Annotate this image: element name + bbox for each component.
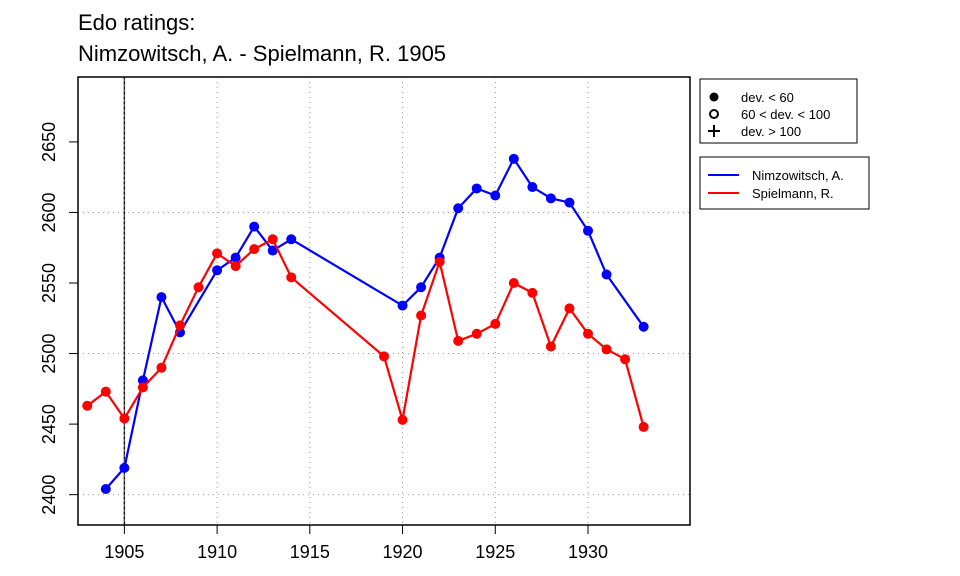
y-tick-label-2450: 2450 — [39, 404, 59, 444]
y-tick-label-2600: 2600 — [39, 192, 59, 232]
data-point-0-1924 — [471, 183, 482, 194]
x-tick-label-1905: 1905 — [104, 542, 144, 562]
x-tick-label-1930: 1930 — [568, 542, 608, 562]
data-point-1-1924 — [471, 328, 482, 339]
marker-legend: dev. < 60 60 < dev. < 100 dev. > 100 — [699, 78, 858, 144]
y-tick-label-2550: 2550 — [39, 263, 59, 303]
plot-frame — [77, 76, 691, 526]
legend-marker-label-1: dev. < 60 — [741, 90, 794, 105]
grid-lines — [78, 77, 690, 525]
data-point-1-1927 — [527, 287, 538, 298]
chart-title-line-2: Nimzowitsch, A. - Spielmann, R. 1905 — [78, 41, 446, 66]
data-point-1-1922 — [434, 256, 445, 267]
data-point-0-1920 — [397, 300, 408, 311]
data-point-0-1913 — [267, 245, 278, 256]
data-point-1-1920 — [397, 414, 408, 425]
x-tick-label-1925: 1925 — [475, 542, 515, 562]
data-point-1-1909 — [193, 282, 204, 293]
x-axis: 1905 1910 1915 1920 1925 1930 — [104, 524, 608, 562]
data-point-1-1930 — [583, 328, 593, 339]
data-point-0-1929 — [564, 197, 575, 208]
data-point-1-1905 — [119, 413, 130, 424]
data-point-0-1923 — [453, 203, 464, 214]
data-point-0-1933 — [638, 321, 649, 332]
legend-series-label-nimzowitsch: Nimzowitsch, A. — [752, 168, 844, 183]
y-tick-label-2650: 2650 — [39, 122, 59, 162]
legend-marker-label-2: 60 < dev. < 100 — [741, 107, 830, 122]
data-point-1-1911 — [230, 261, 241, 272]
y-tick-label-2400: 2400 — [39, 475, 59, 515]
series-legend-box — [699, 156, 870, 210]
data-point-1-1921 — [416, 310, 427, 321]
data-point-0-1927 — [527, 182, 538, 193]
data-point-0-1926 — [508, 153, 519, 164]
data-point-0-1904 — [100, 484, 111, 495]
data-point-0-1907 — [156, 292, 167, 303]
series-1 — [82, 234, 649, 432]
data-point-0-1930 — [583, 225, 593, 236]
data-point-1-1904 — [100, 386, 111, 397]
data-point-0-1906 — [137, 375, 148, 386]
data-point-0-1931 — [601, 269, 612, 280]
data-point-1-1908 — [175, 320, 185, 331]
series-legend: Nimzowitsch, A. Spielmann, R. — [699, 156, 870, 210]
data-point-1-1925 — [490, 318, 501, 329]
y-tick-label-2500: 2500 — [39, 334, 59, 374]
data-point-0-1911 — [230, 252, 241, 263]
data-point-0-1905 — [119, 462, 130, 473]
x-tick-label-1910: 1910 — [197, 542, 237, 562]
data-point-1-1919 — [379, 351, 389, 362]
data-point-1-1923 — [453, 335, 464, 346]
data-point-1-1926 — [508, 278, 519, 289]
data-point-1-1929 — [564, 303, 575, 314]
data-point-0-1921 — [416, 282, 427, 293]
data-point-0-1912 — [249, 221, 260, 232]
data-point-1-1914 — [286, 272, 297, 283]
x-tick-label-1920: 1920 — [383, 542, 423, 562]
data-point-1-1906 — [137, 382, 148, 393]
data-point-0-1928 — [545, 193, 556, 204]
data-point-0-1910 — [212, 265, 223, 276]
series-layer — [82, 153, 649, 495]
legend-series-label-spielmann: Spielmann, R. — [752, 186, 834, 201]
data-point-0-1914 — [286, 234, 297, 245]
data-point-1-1913 — [267, 234, 278, 245]
data-point-1-1907 — [156, 362, 167, 373]
open-circle-icon — [709, 109, 719, 119]
data-point-1-1931 — [601, 344, 612, 355]
marker-legend-box — [699, 78, 858, 144]
data-point-0-1925 — [490, 190, 501, 201]
x-tick-label-1915: 1915 — [290, 542, 330, 562]
data-point-1-1903 — [82, 400, 93, 411]
data-point-1-1912 — [249, 244, 260, 255]
data-point-1-1932 — [620, 354, 631, 365]
filled-circle-icon — [709, 92, 719, 102]
data-point-1-1933 — [638, 421, 649, 432]
legend-marker-label-3: dev. > 100 — [741, 124, 801, 139]
y-axis: 2400 2450 2500 2550 2600 2650 — [39, 122, 78, 515]
data-point-1-1928 — [545, 341, 556, 352]
series-line-1 — [86, 238, 645, 428]
data-point-1-1910 — [212, 248, 223, 259]
plus-icon — [708, 125, 720, 137]
chart-title-line-1: Edo ratings: — [78, 10, 195, 35]
